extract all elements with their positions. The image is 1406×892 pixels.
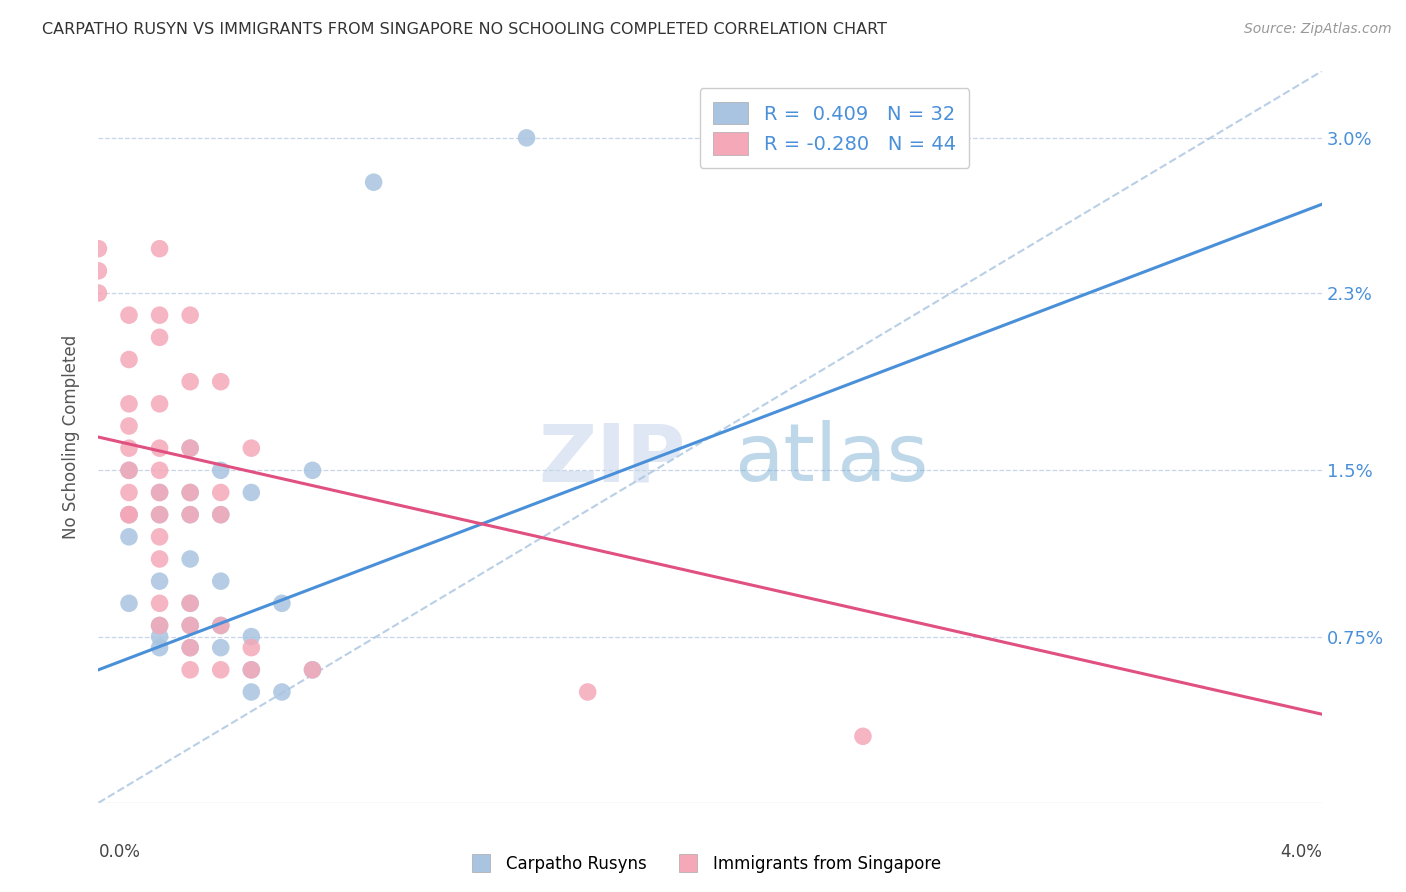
Point bbox=[118, 485, 141, 500]
Point bbox=[179, 618, 201, 632]
Point bbox=[118, 530, 141, 544]
Point bbox=[118, 419, 141, 434]
Point bbox=[516, 131, 538, 145]
Text: ZIP: ZIP bbox=[538, 420, 686, 498]
Point bbox=[240, 630, 263, 644]
Point bbox=[209, 640, 232, 655]
Point bbox=[149, 530, 172, 544]
Text: CARPATHO RUSYN VS IMMIGRANTS FROM SINGAPORE NO SCHOOLING COMPLETED CORRELATION C: CARPATHO RUSYN VS IMMIGRANTS FROM SINGAP… bbox=[42, 22, 887, 37]
Point bbox=[118, 596, 141, 610]
Legend: R =  0.409   N = 32, R = -0.280   N = 44: R = 0.409 N = 32, R = -0.280 N = 44 bbox=[700, 88, 969, 169]
Point bbox=[118, 397, 141, 411]
Point bbox=[209, 663, 232, 677]
Point bbox=[240, 640, 263, 655]
Point bbox=[852, 729, 875, 743]
Point bbox=[118, 463, 141, 477]
Point bbox=[209, 508, 232, 522]
Point bbox=[118, 441, 141, 455]
Point bbox=[149, 574, 172, 589]
Point bbox=[576, 685, 599, 699]
Point bbox=[149, 618, 172, 632]
Point bbox=[179, 508, 201, 522]
Point bbox=[179, 663, 201, 677]
Point bbox=[149, 330, 172, 344]
Point bbox=[179, 640, 201, 655]
Point bbox=[209, 618, 232, 632]
Point bbox=[179, 485, 201, 500]
Point bbox=[179, 441, 201, 455]
Point bbox=[149, 596, 172, 610]
Point bbox=[240, 663, 263, 677]
Point bbox=[149, 630, 172, 644]
Point bbox=[179, 441, 201, 455]
Point bbox=[149, 242, 172, 256]
Point bbox=[149, 640, 172, 655]
Text: 4.0%: 4.0% bbox=[1279, 843, 1322, 861]
Point bbox=[301, 663, 323, 677]
Point bbox=[179, 375, 201, 389]
Point bbox=[209, 574, 232, 589]
Point bbox=[179, 308, 201, 322]
Text: atlas: atlas bbox=[734, 420, 929, 498]
Point bbox=[209, 485, 232, 500]
Point bbox=[209, 375, 232, 389]
Point bbox=[118, 352, 141, 367]
Point bbox=[179, 508, 201, 522]
Point bbox=[209, 618, 232, 632]
Point bbox=[149, 618, 172, 632]
Text: Source: ZipAtlas.com: Source: ZipAtlas.com bbox=[1244, 22, 1392, 37]
Point bbox=[179, 485, 201, 500]
Text: 0.0%: 0.0% bbox=[98, 843, 141, 861]
Point bbox=[149, 485, 172, 500]
Point bbox=[149, 508, 172, 522]
Point bbox=[87, 264, 110, 278]
Point bbox=[118, 463, 141, 477]
Point bbox=[118, 508, 141, 522]
Point bbox=[179, 618, 201, 632]
Point bbox=[363, 175, 385, 189]
Point bbox=[179, 596, 201, 610]
Point bbox=[149, 463, 172, 477]
Point bbox=[179, 552, 201, 566]
Point bbox=[301, 663, 323, 677]
Point bbox=[149, 552, 172, 566]
Point bbox=[118, 508, 141, 522]
Point bbox=[240, 685, 263, 699]
Point bbox=[87, 242, 110, 256]
Point bbox=[149, 441, 172, 455]
Point bbox=[179, 640, 201, 655]
Point bbox=[270, 596, 294, 610]
Point bbox=[149, 508, 172, 522]
Point bbox=[240, 485, 263, 500]
Point bbox=[240, 663, 263, 677]
Point bbox=[149, 308, 172, 322]
Point bbox=[209, 508, 232, 522]
Point bbox=[179, 596, 201, 610]
Point bbox=[118, 308, 141, 322]
Point bbox=[209, 463, 232, 477]
Point bbox=[240, 441, 263, 455]
Point bbox=[301, 463, 323, 477]
Point bbox=[87, 285, 110, 300]
Y-axis label: No Schooling Completed: No Schooling Completed bbox=[62, 335, 80, 539]
Point bbox=[118, 508, 141, 522]
Point bbox=[149, 397, 172, 411]
Point bbox=[149, 485, 172, 500]
Point bbox=[270, 685, 294, 699]
Legend: Carpatho Rusyns, Immigrants from Singapore: Carpatho Rusyns, Immigrants from Singapo… bbox=[458, 848, 948, 880]
